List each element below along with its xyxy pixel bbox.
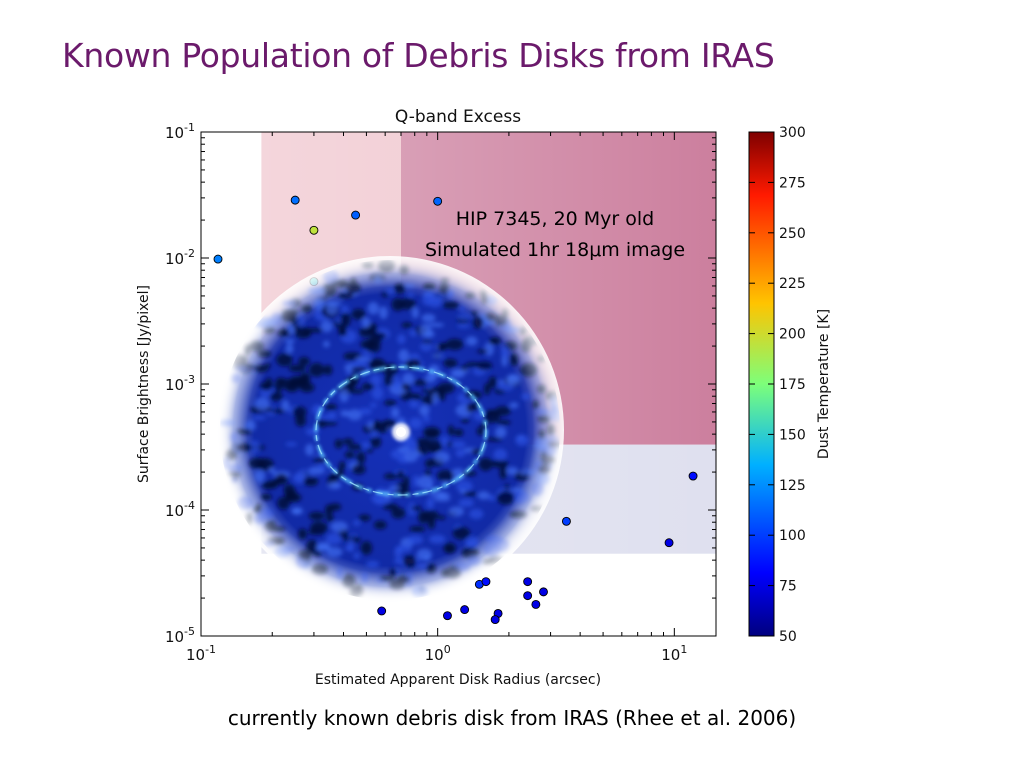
data-point-16 [460,605,470,615]
data-point-9 [664,538,674,548]
data-point-12 [481,577,491,587]
data-point-14 [539,587,548,597]
data-point-6 [433,196,443,206]
slide-caption: currently known debris disk from IRAS (R… [227,706,797,730]
data-point-3 [309,225,319,235]
y-tick-label: 10-1 [165,121,195,142]
colorbar-tick-label: 125 [779,478,806,494]
data-point-10 [523,577,533,587]
chart-title: Q-band Excess [395,107,521,127]
colorbar-tick-label: 100 [779,528,806,544]
colorbar-tick-label: 300 [779,125,806,141]
colorbar-label: Dust Temperature [K] [816,309,832,459]
axis-ticks [200,131,716,637]
colorbar-ticks: 300 275 250 225 200 175 150 125 100 75 50 [749,125,806,645]
y-axis-label: Surface Brightness [Jy/pixel] [136,285,152,483]
data-point-5 [351,210,361,220]
colorbar-tick-label: 225 [779,276,806,292]
slide-title: Known Population of Debris Disks from IR… [62,36,775,75]
colorbar-tick-label: 75 [779,579,797,595]
y-tick-label: 10-5 [165,625,195,646]
data-point-1 [213,254,223,264]
data-point-13 [523,591,533,601]
colorbar-tick-label: 175 [779,377,806,393]
colorbar-tick-label: 150 [779,427,806,443]
y-tick-label: 10-3 [165,373,195,394]
inset-label-line2: Simulated 1hr 18μm image [425,239,685,261]
data-point-8 [561,516,571,526]
data-point-2 [290,195,300,205]
x-axis-label: Estimated Apparent Disk Radius (arcsec) [315,672,601,688]
tick-labels: 10-1 100 101 10-1 10-2 10-3 10-4 10-5 [165,121,687,664]
colorbar-tick-label: 250 [779,226,806,242]
x-tick-label: 100 [425,643,451,664]
y-tick-label: 10-4 [165,499,195,520]
simulated-disk-image [216,256,564,604]
data-point-19 [443,611,452,621]
data-point-18 [490,615,500,625]
x-tick-label: 10-1 [186,643,216,664]
data-point-15 [531,599,541,609]
colorbar-tick-label: 50 [779,629,797,645]
x-tick-label: 101 [661,643,687,664]
data-point-7 [688,471,698,481]
inset-label-line1: HIP 7345, 20 Myr old [456,208,655,230]
data-point-20 [377,606,387,616]
colorbar-tick-label: 200 [779,327,806,343]
y-tick-label: 10-2 [165,247,195,268]
colorbar-tick-label: 275 [779,175,806,191]
